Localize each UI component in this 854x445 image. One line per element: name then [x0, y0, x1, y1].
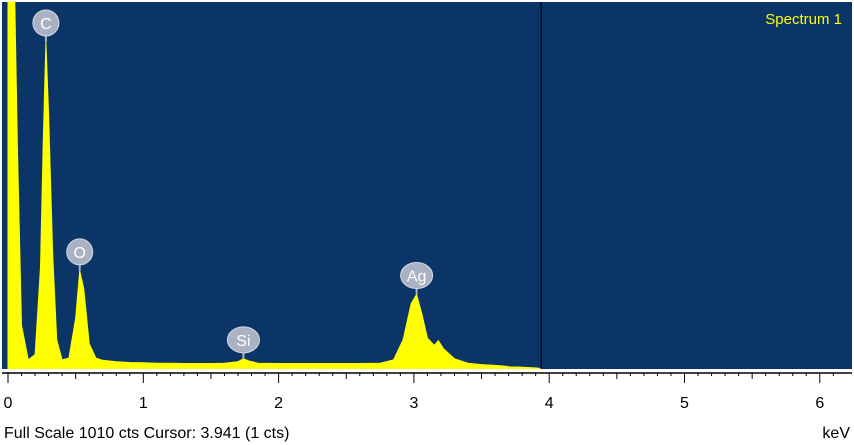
peak-marker-c[interactable]: C — [32, 9, 60, 42]
x-tick-label: 1 — [139, 395, 148, 412]
peak-label: Si — [236, 333, 250, 350]
spectrum-trace — [7, 1, 542, 370]
peak-marker-si[interactable]: Si — [226, 326, 260, 359]
x-axis-ticks: 0 1 2 3 4 5 6 — [4, 373, 834, 412]
plot-area[interactable] — [2, 2, 852, 369]
peak-marker-ag[interactable]: Ag — [400, 262, 434, 295]
axis-strip — [2, 369, 852, 373]
x-tick-label: 0 — [4, 395, 13, 412]
x-tick-label: 3 — [409, 395, 418, 412]
peak-marker-badge — [32, 9, 60, 37]
peak-label: O — [73, 245, 85, 262]
peak-marker-badge — [66, 238, 94, 266]
peak-marker-badge — [400, 262, 434, 290]
x-tick-label: 6 — [815, 395, 824, 412]
status-text: Full Scale 1010 cts Cursor: 3.941 (1 cts… — [4, 425, 289, 442]
trace-layer — [7, 1, 542, 370]
x-tick-label: 4 — [545, 395, 554, 412]
x-unit-label: keV — [822, 425, 850, 442]
x-tick-label: 5 — [680, 395, 689, 412]
peak-marker-o[interactable]: O — [66, 238, 94, 271]
x-tick-label: 2 — [274, 395, 283, 412]
legend-spectrum-name: Spectrum 1 — [765, 11, 842, 28]
peak-label: Ag — [407, 269, 427, 286]
peak-label: C — [40, 16, 52, 33]
peak-marker-badge — [226, 326, 260, 354]
peak-markers: C O Si Ag — [32, 9, 434, 359]
